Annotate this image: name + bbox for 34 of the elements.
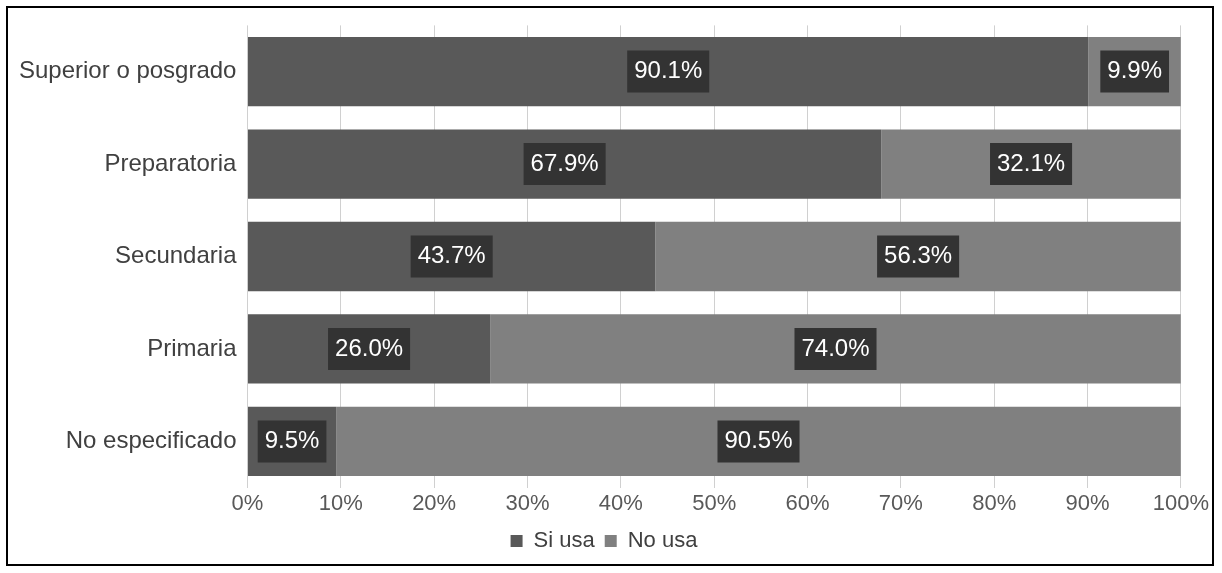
- bar: [247, 36, 1089, 107]
- x-tick-label: 70%: [878, 489, 923, 515]
- x-tick-label: 40%: [598, 489, 643, 515]
- y-tick-label: Primaria: [147, 333, 238, 361]
- data-label: 90.5%: [724, 426, 793, 454]
- bar: [655, 221, 1181, 292]
- x-tick-label: 10%: [318, 489, 363, 515]
- legend-label: Si usa: [533, 527, 596, 553]
- data-label: 90.1%: [634, 56, 703, 84]
- x-tick-label: 0%: [231, 489, 264, 515]
- x-tick-label: 80%: [972, 489, 1017, 515]
- x-tick-label: 30%: [505, 489, 550, 515]
- bar: [490, 314, 1181, 384]
- data-label: 67.9%: [530, 148, 599, 176]
- data-label: 9.9%: [1107, 56, 1163, 84]
- data-label: 26.0%: [335, 333, 404, 361]
- y-tick-label: Preparatoria: [104, 148, 238, 176]
- bar: [247, 221, 656, 292]
- y-tick-label: No especificado: [65, 426, 237, 454]
- data-label: 43.7%: [417, 241, 486, 269]
- y-tick-label: Superior o posgrado: [18, 56, 237, 84]
- legend-label: No usa: [627, 527, 699, 553]
- data-label: 56.3%: [884, 241, 953, 269]
- data-label: 74.0%: [801, 333, 870, 361]
- data-label: 32.1%: [997, 148, 1066, 176]
- y-tick-label: Secundaria: [115, 241, 238, 269]
- bar: [336, 406, 1181, 477]
- x-tick-label: 60%: [785, 489, 830, 515]
- bar: [247, 129, 882, 199]
- x-tick-label: 100%: [1152, 489, 1210, 515]
- data-label: 9.5%: [264, 426, 320, 454]
- x-tick-label: 90%: [1065, 489, 1110, 515]
- x-tick-label: 20%: [412, 489, 457, 515]
- x-tick-label: 50%: [692, 489, 737, 515]
